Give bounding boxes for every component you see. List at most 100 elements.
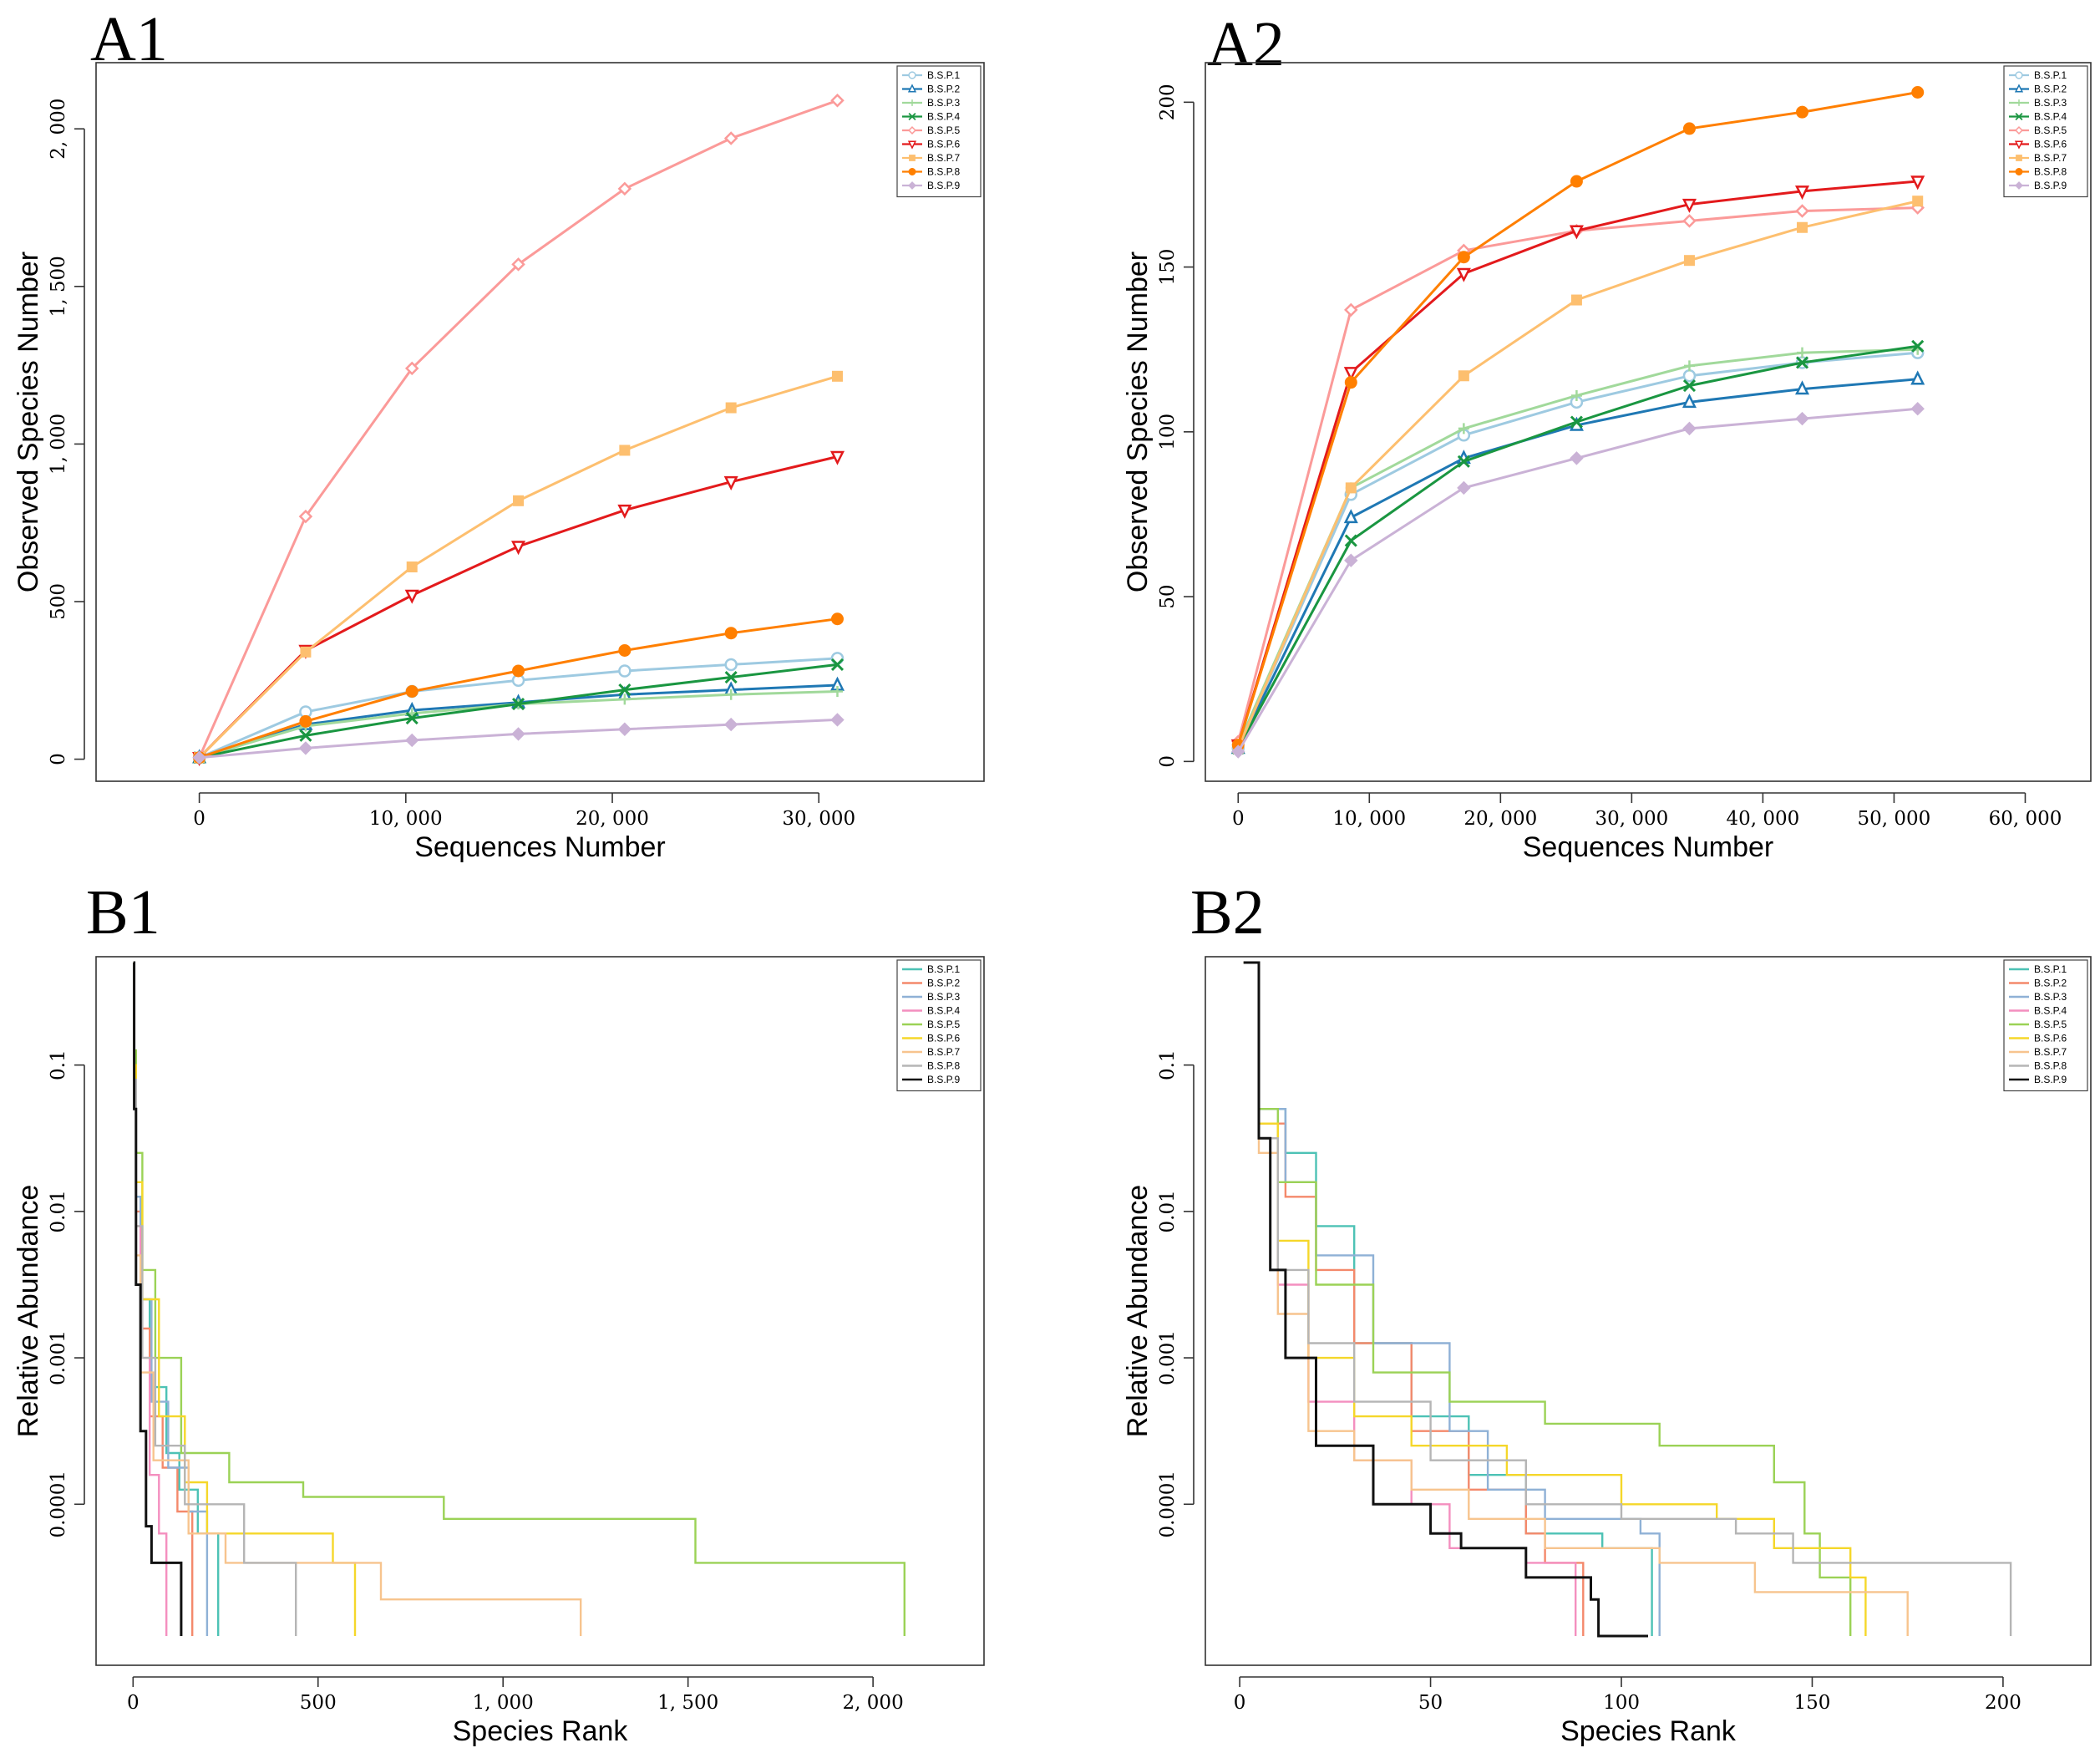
legend-item-b-s-p-3: B.S.P.3 (927, 97, 960, 109)
legend-item-b-s-p-3: B.S.P.3 (927, 991, 960, 1003)
legend-item-b-s-p-5: B.S.P.5 (927, 124, 960, 136)
y-tick-label-a2: 150 (1157, 249, 1179, 286)
series-b-s-p-7-line (1236, 200, 1919, 749)
series-b-s-p-4-point (299, 729, 312, 742)
series-b-s-p-2-line (1236, 378, 1918, 749)
x-tick-label-a1: 0 (193, 808, 205, 830)
panel-label-a2: A2 (1207, 9, 1285, 79)
series-b-s-p-9-point (830, 713, 845, 727)
series-b-s-p-4-point (511, 698, 525, 711)
series-b-s-p-7-point (831, 370, 843, 382)
y-tick-label-b1: 0.01 (48, 1190, 69, 1232)
x-tick-label-a2: 40, 000 (1727, 808, 1800, 830)
legend-item-b-s-p-7: B.S.P.7 (927, 1046, 960, 1058)
series-b-s-p-7-point (1797, 221, 1808, 233)
legend-item-b-s-p-1: B.S.P.1 (927, 69, 960, 81)
series-b-s-p-6-point (511, 541, 526, 556)
series-b-s-p-5-point (1682, 214, 1697, 228)
plot-frame-b2 (1205, 956, 2092, 1666)
series-b-s-p-4-point (1344, 534, 1357, 547)
legend-item-b-s-p-9: B.S.P.9 (927, 180, 960, 191)
legend-item-b-s-p-1-marker (908, 71, 916, 79)
x-axis-title-a2: Sequences Number (1523, 831, 1774, 863)
legend-item-b-s-p-7: B.S.P.7 (2034, 152, 2067, 164)
series-b-s-p-7-point (1458, 370, 1469, 382)
series-b-s-p-9-point (1570, 451, 1584, 465)
legend-item-b-s-p-9: B.S.P.9 (2034, 180, 2067, 191)
series-b-s-p-3-point (1797, 347, 1808, 358)
x-tick-label-b2: 100 (1603, 1692, 1640, 1714)
y-tick-label-b1: 0.1 (48, 1049, 69, 1080)
series-b-s-p-6-point (723, 475, 738, 490)
y-tick-label-a2: 100 (1157, 414, 1179, 450)
series-b-s-p-9-point (511, 727, 525, 741)
plot-area-b1 (133, 961, 905, 1636)
legend-item-b-s-p-3-marker (909, 99, 916, 106)
series-b-s-p-1-curve (1243, 961, 1653, 1636)
y-tick-label-b2: 0.1 (1157, 1049, 1179, 1080)
series-b-s-p-7-point (406, 561, 418, 573)
series-b-s-p-6-point (1569, 225, 1584, 240)
series-b-s-p-9-point (298, 741, 313, 755)
panel-a2: A2 0 10, 000 20, 000 30, 000 40, 000 50, 000 6… (1122, 9, 2092, 863)
series-b-s-p-1-point (1682, 369, 1697, 383)
legend-item-b-s-p-4: B.S.P.4 (2034, 111, 2067, 123)
y-axis-title-b2: Relative Abundance (1122, 1185, 1154, 1437)
legend-item-b-s-p-5: B.S.P.5 (927, 1019, 960, 1030)
series-b-s-p-3-point (1683, 360, 1695, 372)
series-b-s-p-7-point (513, 495, 525, 506)
legend-item-b-s-p-7-marker (909, 155, 916, 161)
series-b-s-p-5-point (404, 361, 419, 376)
series-b-s-p-8-point (830, 612, 844, 626)
series-b-s-p-8-point (512, 664, 525, 678)
legend-item-b-s-p-9: B.S.P.9 (927, 1074, 960, 1085)
y-tick-label-a2: 50 (1157, 584, 1179, 608)
y-tick-label-b2: 0.001 (1157, 1330, 1179, 1385)
legend-item-b-s-p-2: B.S.P.2 (927, 978, 960, 989)
y-axis-title-a1: Observed Species Number (13, 252, 44, 592)
legend-b1: B.S.P.1 B.S.P.2 B.S.P.3 B.S.P.4 B.S.P.5 B.S.P… (896, 959, 982, 1092)
series-b-s-p-6-point (1456, 267, 1471, 282)
x-tick-label-b1: 2, 000 (843, 1692, 904, 1714)
series-b-s-p-9-point (192, 750, 206, 765)
panel-b1: B1 0 500 1, 000 1, 500 2, 000 0.1 0.01 0.001 0.0… (13, 877, 985, 1747)
x-tick-label-b1: 1, 500 (657, 1692, 718, 1714)
series-b-s-p-8-point (1796, 105, 1809, 119)
series-b-s-p-5-point (298, 509, 313, 524)
legend-item-b-s-p-2: B.S.P.2 (927, 84, 960, 95)
series-b-s-p-6-point (1343, 367, 1358, 382)
plot-frame-a2 (1205, 62, 2092, 782)
legend-item-b-s-p-4: B.S.P.4 (2034, 1005, 2067, 1017)
series-b-s-p-9-point (617, 722, 632, 736)
y-tick-label-a1: 1, 000 (48, 414, 69, 475)
legend-item-b-s-p-6-marker (2014, 140, 2024, 150)
legend-item-b-s-p-8: B.S.P.8 (927, 166, 960, 178)
series-b-s-p-7-point (1345, 482, 1357, 494)
x-tick-label-a2: 0 (1232, 808, 1245, 830)
series-b-s-p-7-curve (133, 961, 582, 1636)
series-b-s-p-4-point (1795, 356, 1809, 369)
y-tick-label-b1: 0.0001 (48, 1471, 69, 1537)
legend-item-b-s-p-7: B.S.P.7 (927, 152, 960, 164)
series-b-s-p-5-point (830, 93, 845, 108)
legend-item-b-s-p-2: B.S.P.2 (2034, 84, 2067, 95)
series-b-s-p-2-point (1794, 380, 1810, 395)
series-b-s-p-5-point (617, 181, 632, 196)
x-tick-label-a1: 30, 000 (782, 808, 855, 830)
legend-item-b-s-p-6: B.S.P.6 (927, 1033, 960, 1044)
series-b-s-p-4-point (1911, 339, 1925, 353)
series-b-s-p-9-point (1795, 411, 1809, 426)
series-b-s-p-5-point (723, 131, 738, 145)
series-b-s-p-9-point (1682, 421, 1697, 436)
y-tick-label-a1: 500 (48, 583, 69, 620)
x-axis-title-a1: Sequences Number (414, 831, 666, 863)
series-b-s-p-4-point (405, 712, 418, 725)
legend-item-b-s-p-4-marker (2015, 112, 2023, 121)
series-b-s-p-8-point (1911, 86, 1925, 99)
legend-item-b-s-p-5: B.S.P.5 (2034, 124, 2067, 136)
series-b-s-p-8-point (1457, 251, 1470, 264)
panel-label-b2: B2 (1190, 877, 1265, 948)
legend-item-b-s-p-9: B.S.P.9 (2034, 1074, 2067, 1085)
series-b-s-p-4-curve (1243, 961, 1577, 1636)
